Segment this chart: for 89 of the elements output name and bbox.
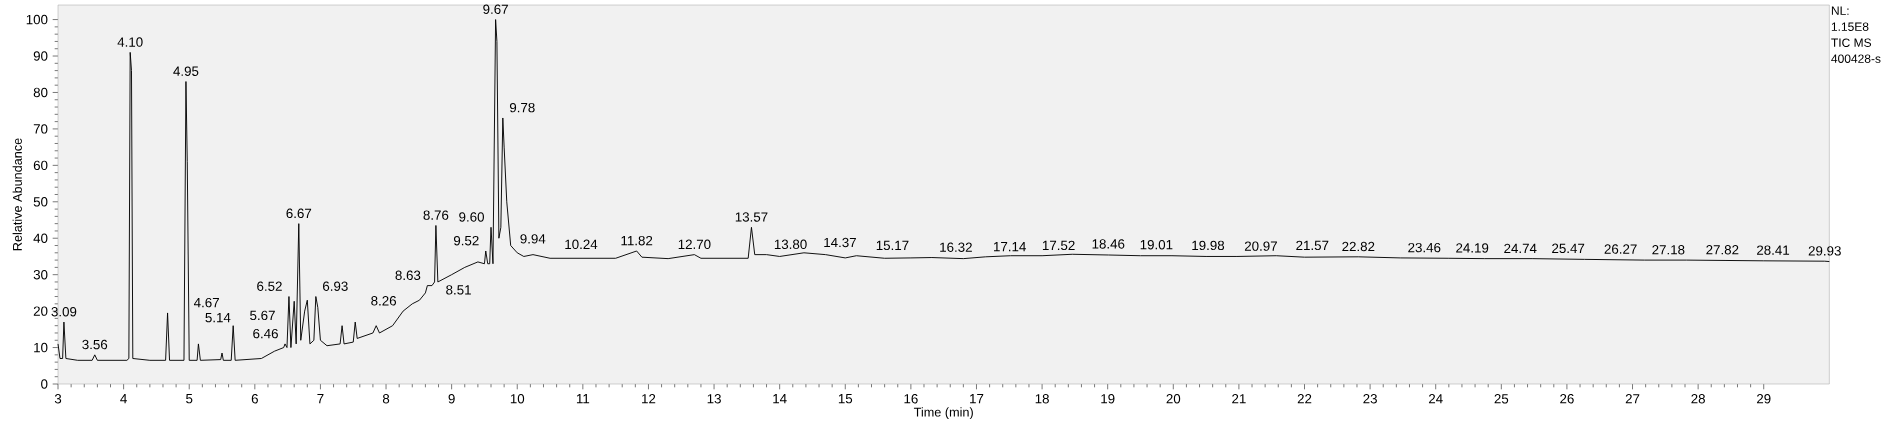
x-tick-label: 19 (1101, 394, 1115, 404)
text: 1.15E8 (1831, 22, 1869, 31)
x-tick-label: 9 (448, 394, 455, 404)
x-tick-label: 17 (970, 394, 984, 404)
annotation: 4.67 (193, 297, 219, 308)
x-tick-label: 12 (642, 394, 656, 404)
annotation: 14.37 (824, 237, 856, 248)
annotation: 27.18 (1652, 245, 1685, 255)
annotation: 10.24 (565, 239, 598, 250)
annotation: 9.52 (453, 235, 479, 246)
annotation: 25.47 (1552, 243, 1585, 254)
annotation: 19.98 (1192, 240, 1225, 251)
annotation: 16.32 (940, 242, 972, 252)
annotation: 4.95 (173, 66, 199, 76)
annotation: 19.01 (1140, 239, 1173, 250)
x-tick-label: 13 (707, 394, 721, 404)
x-tick-label: 14 (773, 394, 787, 404)
annotation: 29.93 (1808, 246, 1841, 256)
x-tick-label: 5 (186, 394, 193, 404)
annotation: 8.76 (423, 210, 449, 220)
y-tick-label: 50 (33, 197, 48, 207)
annotation: 17.14 (994, 242, 1026, 252)
x-tick-label: 15 (838, 394, 853, 404)
y-tick-label: 40 (33, 233, 48, 243)
annotation: 26.27 (1604, 244, 1637, 254)
y-tick-label: 20 (33, 306, 48, 316)
annotation: 9.94 (520, 234, 546, 244)
annotation: 6.46 (253, 328, 278, 339)
x-tick-label: 29 (1756, 394, 1771, 404)
annotation: 15.17 (876, 240, 909, 251)
x-tick-label: 18 (1035, 394, 1049, 404)
annotation: 21.57 (1296, 240, 1329, 251)
annotation: 9.60 (459, 212, 484, 222)
text: NL: (1831, 6, 1849, 15)
annotation: 22.82 (1342, 241, 1375, 252)
annotation: 6.67 (286, 208, 312, 219)
y-tick-label: 80 (33, 87, 48, 98)
annotation: 27.82 (1706, 245, 1739, 255)
y-tick-label: 0 (41, 379, 48, 389)
x-tick-label: 7 (317, 394, 324, 404)
annotation: 20.97 (1244, 241, 1277, 251)
x-tick-label: 6 (251, 394, 258, 404)
annotation: 8.51 (446, 285, 471, 295)
x-tick-label: 21 (1232, 394, 1246, 404)
annotation: 5.14 (205, 313, 231, 323)
annotation: 8.63 (395, 270, 421, 280)
text: TIC MS (1831, 38, 1872, 47)
y-tick-label: 60 (33, 160, 48, 171)
annotation: 13.57 (735, 212, 768, 222)
annotation: 3.56 (82, 339, 108, 350)
annotation: 28.41 (1757, 245, 1790, 255)
y-tick-label: 70 (33, 124, 48, 134)
annotation: 9.78 (509, 102, 535, 113)
x-tick-label: 10 (510, 394, 525, 404)
annotation: 24.74 (1504, 243, 1537, 254)
x-tick-label: 4 (120, 394, 127, 404)
x-tick-label: 23 (1363, 394, 1377, 404)
annotation: 18.46 (1092, 239, 1125, 249)
x-tick-label: 27 (1625, 394, 1640, 404)
annotation: 4.10 (117, 37, 143, 47)
x-tick-label: 3 (54, 394, 62, 404)
annotation: 8.26 (371, 296, 397, 306)
x-tick-label: 11 (576, 394, 590, 404)
x-tick-label: 16 (904, 394, 918, 404)
x-axis-title: Time (min) (913, 407, 973, 420)
y-tick-label: 10 (34, 342, 48, 353)
y-tick-label: 30 (33, 269, 48, 280)
annotation: 23.46 (1408, 242, 1441, 253)
annotation: 24.19 (1456, 243, 1489, 253)
annotation: 6.93 (323, 281, 348, 291)
y-axis-title: Relative Abundance (12, 138, 22, 251)
annotation: 17.52 (1042, 240, 1075, 251)
x-tick-label: 20 (1166, 394, 1181, 404)
annotation: 9.67 (483, 4, 508, 14)
text: 400428-s (1831, 54, 1881, 63)
x-tick-label: 8 (382, 394, 390, 404)
annotation: 12.70 (678, 239, 711, 250)
annotation: 3.09 (51, 307, 77, 317)
annotation: 5.67 (250, 310, 275, 321)
y-tick-label: 100 (26, 14, 48, 25)
x-tick-label: 22 (1297, 394, 1312, 404)
annotation: 6.52 (257, 281, 282, 291)
x-tick-label: 26 (1560, 394, 1574, 404)
y-tick-label: 90 (33, 51, 48, 61)
annotation: 11.82 (621, 235, 653, 246)
x-tick-label: 25 (1494, 394, 1509, 404)
x-tick-label: 28 (1691, 394, 1705, 404)
x-tick-label: 24 (1428, 394, 1443, 404)
annotation: 13.80 (774, 239, 807, 250)
